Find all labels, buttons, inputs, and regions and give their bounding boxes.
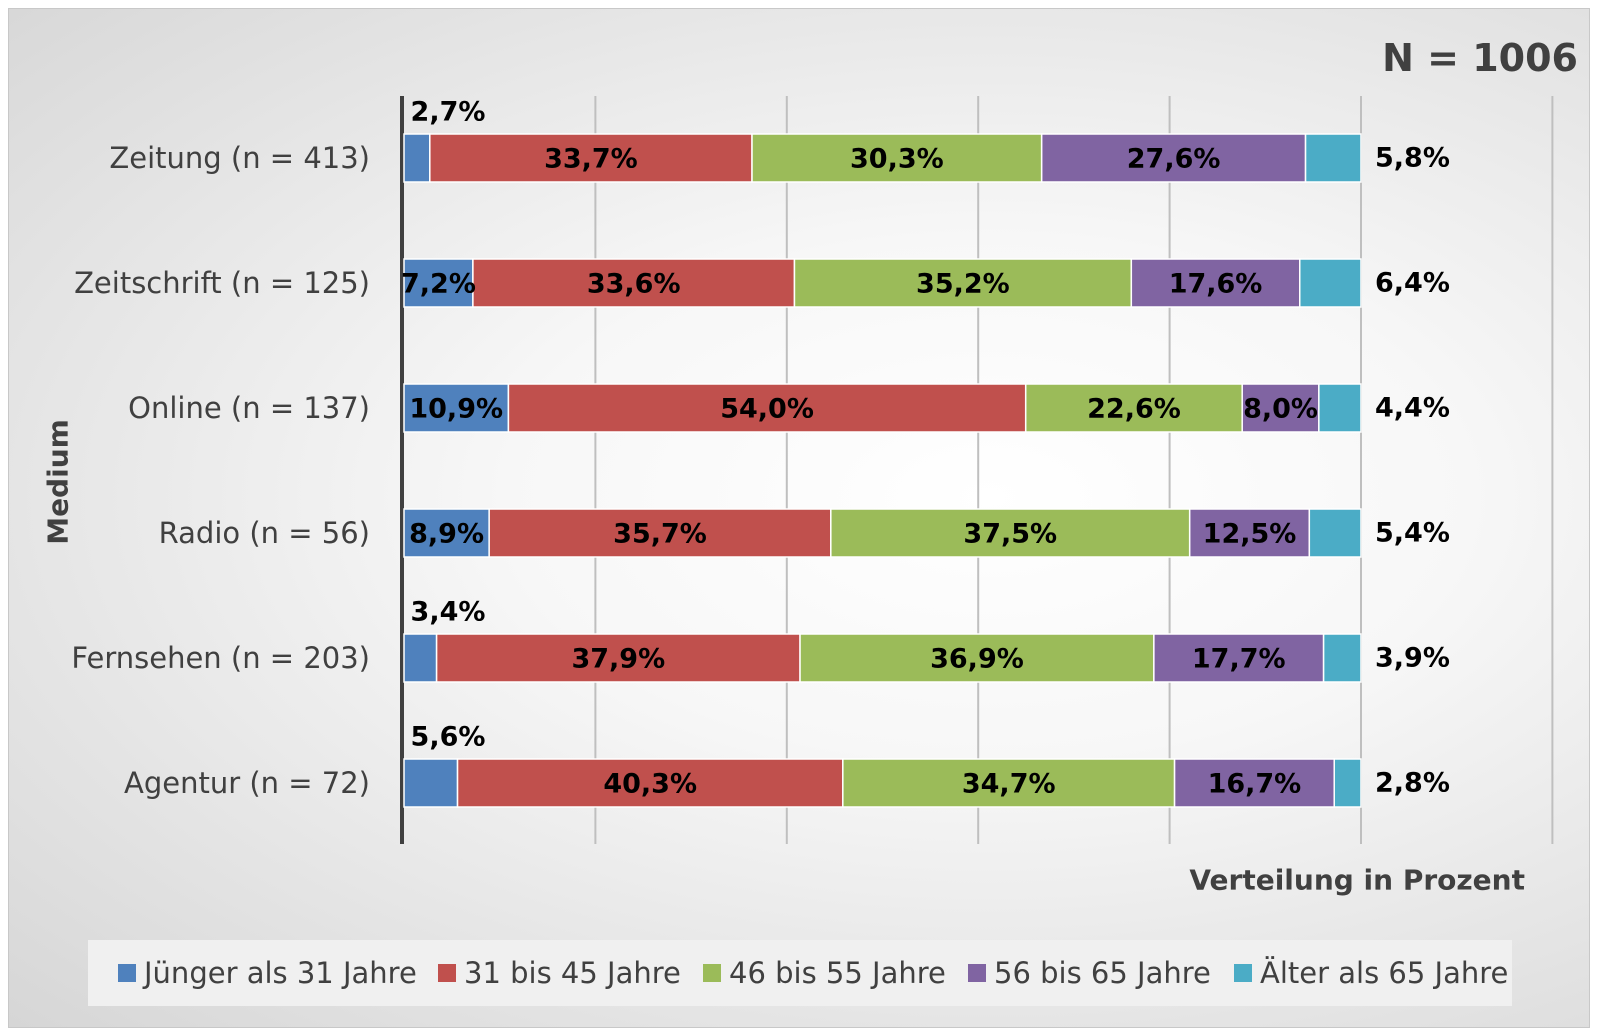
bar-segment — [1188, 508, 1311, 558]
category-labels: Zeitung (n = 413) Zeitschrift (n = 125) On… — [71, 141, 370, 800]
category-label: Fernsehen (n = 203) — [71, 641, 370, 675]
bar-segment — [403, 758, 459, 808]
legend-entry: 46 bis 55 Jahre — [729, 956, 946, 990]
data-label: 5,4% — [1375, 518, 1450, 549]
data-label: 37,5% — [963, 519, 1057, 550]
bar-segment — [1333, 758, 1362, 808]
bar-segment — [429, 133, 753, 183]
bar-segment — [751, 133, 1043, 183]
bar-segment — [403, 258, 474, 308]
data-label: 37,9% — [571, 644, 665, 675]
data-label: 10,9% — [409, 394, 503, 425]
data-label: 16,7% — [1208, 769, 1302, 800]
data-label: 7,2% — [401, 269, 476, 300]
gridlines — [400, 96, 1554, 844]
data-label: 5,8% — [1375, 143, 1450, 174]
bar-segment — [1040, 133, 1307, 183]
data-label: 17,6% — [1169, 269, 1263, 300]
data-label: 3,4% — [411, 597, 486, 628]
bar-segment — [403, 383, 510, 433]
y-axis-title: Medium — [42, 419, 75, 545]
data-label: 34,7% — [962, 769, 1056, 800]
bar-segment — [472, 258, 796, 308]
bar-segment — [1173, 758, 1335, 808]
bar-segment — [1153, 633, 1325, 683]
data-label: 8,0% — [1243, 394, 1318, 425]
bar-segment — [403, 133, 431, 183]
bar-segment — [1299, 258, 1362, 308]
data-label: 3,9% — [1375, 643, 1450, 674]
legend-swatch — [1234, 964, 1252, 982]
bar-segment — [456, 758, 844, 808]
sample-size-annotation: N = 1006 — [1382, 36, 1578, 80]
data-label: 6,4% — [1375, 268, 1450, 299]
data-label: 8,9% — [409, 519, 484, 550]
data-label: 12,5% — [1203, 519, 1297, 550]
bar-segment — [1322, 633, 1362, 683]
data-label: 36,9% — [930, 644, 1024, 675]
legend-swatch — [703, 964, 721, 982]
data-label: 5,6% — [411, 722, 486, 753]
data-label: 35,2% — [916, 269, 1010, 300]
legend: Jünger als 31 Jahre 31 bis 45 Jahre 46 bis… — [118, 956, 1508, 990]
bar-segment — [842, 758, 1176, 808]
data-label: 27,6% — [1127, 144, 1221, 175]
bar-segment — [403, 633, 438, 683]
data-label: 22,6% — [1087, 394, 1181, 425]
data-label: 40,3% — [603, 769, 697, 800]
category-label: Zeitschrift (n = 125) — [74, 266, 370, 300]
bar-segment — [488, 508, 832, 558]
bar-segment — [1304, 133, 1362, 183]
legend-entry: Älter als 65 Jahre — [1260, 956, 1508, 990]
data-label: 17,7% — [1192, 644, 1286, 675]
bars — [403, 133, 1362, 808]
data-label: 4,4% — [1375, 393, 1450, 424]
legend-swatch — [118, 964, 136, 982]
data-label: 30,3% — [850, 144, 944, 175]
bar-segment — [403, 508, 490, 558]
category-label: Agentur (n = 72) — [124, 766, 370, 800]
bar-segment — [1318, 383, 1362, 433]
data-label: 2,8% — [1375, 768, 1450, 799]
legend-swatch — [968, 964, 986, 982]
bar-segment — [830, 508, 1191, 558]
legend-entry: Jünger als 31 Jahre — [142, 956, 417, 990]
data-label: 33,6% — [587, 269, 681, 300]
category-label: Radio (n = 56) — [159, 516, 370, 550]
category-label: Online (n = 137) — [128, 391, 370, 425]
data-labels: 2,7% 33,7% 30,3% 27,6% 5,8% 7,2% 33,6% 35,2% 17,… — [401, 97, 1450, 800]
data-label: 54,0% — [720, 394, 814, 425]
bar-segment — [1308, 508, 1362, 558]
legend-entry: 56 bis 65 Jahre — [994, 956, 1211, 990]
bar-segment — [1024, 383, 1243, 433]
bar-segment — [435, 633, 801, 683]
x-axis-title: Verteilung in Prozent — [1189, 864, 1525, 897]
data-label: 33,7% — [544, 144, 638, 175]
legend-swatch — [438, 964, 456, 982]
category-label: Zeitung (n = 413) — [109, 141, 370, 175]
data-label: 2,7% — [411, 97, 486, 128]
data-label: 35,7% — [613, 519, 707, 550]
legend-entry: 31 bis 45 Jahre — [464, 956, 681, 990]
legend-background — [88, 940, 1512, 1006]
